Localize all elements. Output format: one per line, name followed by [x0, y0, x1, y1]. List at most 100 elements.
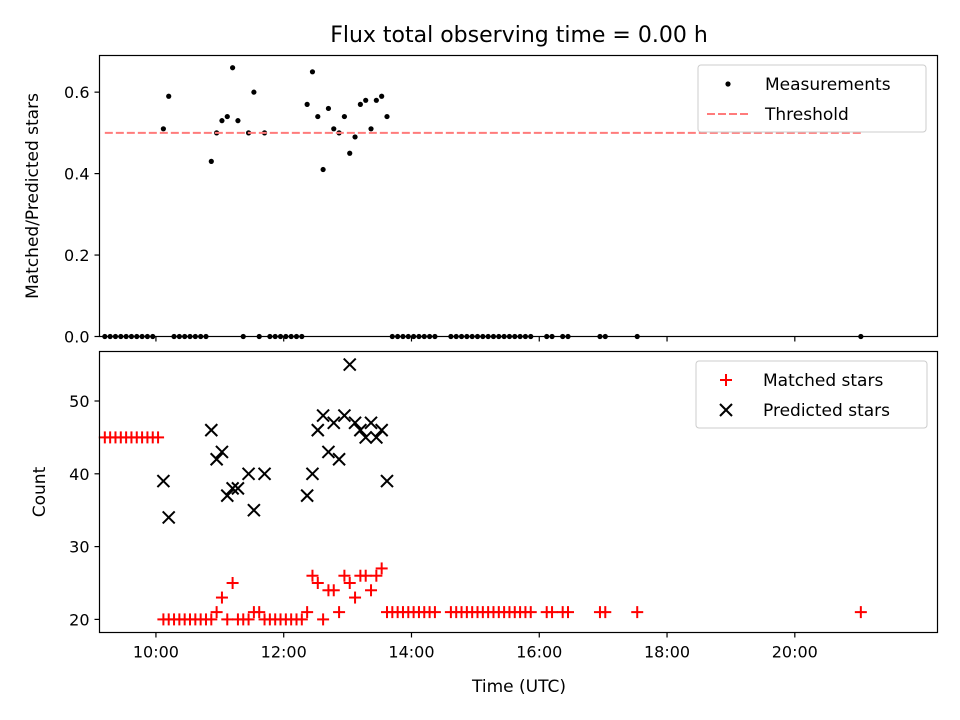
- predicted-star-point: [364, 416, 378, 430]
- top-ytick-label: 0.4: [64, 165, 89, 184]
- measurement-point: [230, 65, 236, 71]
- matched-star-point: [306, 569, 319, 582]
- matched-star-point: [546, 606, 559, 619]
- predicted-star-point: [209, 452, 224, 466]
- matched-star-point: [524, 606, 537, 619]
- measurement-point: [160, 126, 166, 132]
- matched-star-point: [215, 591, 228, 604]
- measurements-legend-marker: [725, 81, 731, 87]
- matched-star-point: [301, 606, 314, 619]
- bottom-ylabel: Count: [30, 466, 50, 517]
- predicted-star-point: [241, 467, 256, 481]
- matched-star-point: [349, 591, 362, 604]
- bottom-legend: Matched stars Predicted stars: [695, 360, 928, 429]
- predicted-star-point: [305, 467, 320, 481]
- predicted-star-point: [247, 503, 261, 517]
- predicted-star-point: [374, 423, 389, 437]
- xtick-label: 18:00: [644, 643, 690, 662]
- predicted-star-point: [380, 474, 394, 488]
- measurement-point: [379, 93, 385, 99]
- matched-star-point: [311, 576, 324, 589]
- measurement-point: [373, 97, 379, 103]
- matched-star-point: [327, 584, 340, 597]
- predicted-star-point: [220, 488, 234, 503]
- matched-star-point: [428, 606, 441, 619]
- matched-star-point: [317, 613, 330, 626]
- matched-legend-label: Matched stars: [763, 371, 883, 391]
- figure-title: Flux total observing time = 0.00 h: [330, 23, 708, 48]
- top-ytick-label: 0.2: [64, 246, 89, 265]
- measurement-point: [347, 150, 353, 156]
- measurement-point: [251, 89, 257, 95]
- measurement-point: [208, 158, 214, 164]
- measurement-point: [315, 113, 321, 120]
- measurement-point: [304, 101, 310, 107]
- xtick-label: 16:00: [516, 643, 562, 662]
- measurement-point: [331, 126, 337, 132]
- xtick-label: 10:00: [133, 643, 179, 662]
- predicted-star-point: [156, 474, 171, 488]
- top-axes-frame: [98, 54, 939, 338]
- measurements-legend-label: Measurements: [765, 75, 891, 95]
- predicted-star-point: [162, 510, 176, 525]
- measurement-point: [224, 113, 230, 120]
- bottom-ytick-label: 30: [69, 538, 89, 557]
- predicted-star-point: [231, 481, 245, 496]
- measurement-point: [384, 113, 390, 120]
- matched-legend-marker: [720, 374, 732, 386]
- bottom-legend-box: [695, 360, 928, 429]
- predicted-star-point: [300, 488, 314, 503]
- matched-star-point: [375, 562, 388, 575]
- measurement-point: [363, 97, 369, 103]
- top-ticks: 0.0 0.2 0.4 0.6: [64, 83, 796, 347]
- matched-star-point: [333, 606, 346, 619]
- matched-star-point: [226, 576, 239, 589]
- xtick-label: 12:00: [261, 643, 307, 662]
- predicted-star-point: [327, 416, 341, 430]
- matched-star-point: [221, 613, 234, 626]
- top-marks: [102, 65, 864, 340]
- matched-star-point: [599, 606, 612, 619]
- predicted-star-point: [311, 423, 325, 437]
- bottom-ytick-label: 20: [69, 610, 89, 629]
- measurement-point: [219, 118, 225, 124]
- predicted-star-point: [204, 423, 219, 437]
- predicted-star-point: [358, 430, 373, 445]
- predicted-star-point: [337, 408, 352, 423]
- matched-star-point: [854, 606, 867, 619]
- matched-star-point: [253, 606, 266, 619]
- bottom-ticks: 10:00 12:00 14:00 16:00 18:00 20:00 20 30 40 50: [69, 392, 818, 661]
- predicted-star-point: [343, 357, 357, 372]
- top-panel: 0.0 0.2 0.4 0.6 Matched/Predicted stars Mea…: [23, 54, 939, 347]
- bottom-panel: 10:00 12:00 14:00 16:00 18:00 20:00 20 30 40 50 C…: [30, 350, 939, 662]
- top-ylabel: Matched/Predicted stars: [23, 93, 43, 299]
- bottom-marks: [98, 357, 867, 626]
- xtick-label: 14:00: [388, 643, 434, 662]
- measurement-point: [341, 113, 348, 120]
- measurement-point: [368, 126, 374, 132]
- predicted-star-point: [321, 445, 336, 459]
- predicted-star-point: [348, 416, 362, 430]
- matched-star-point: [631, 606, 644, 619]
- measurement-point: [166, 93, 172, 99]
- measurement-point: [352, 134, 358, 140]
- bottom-ytick-label: 40: [69, 465, 89, 484]
- predicted-star-point: [369, 430, 384, 445]
- matched-star-point: [338, 569, 351, 582]
- measurement-point: [309, 69, 316, 75]
- matched-star-point: [359, 569, 372, 582]
- measurement-point: [325, 105, 332, 112]
- predicted-legend-label: Predicted stars: [763, 401, 890, 421]
- predicted-star-point: [316, 408, 330, 423]
- matched-star-point: [210, 606, 223, 619]
- predicted-star-point: [332, 452, 346, 466]
- matched-star-point: [370, 569, 383, 582]
- predicted-legend-marker: [719, 403, 733, 417]
- predicted-star-point: [257, 467, 272, 481]
- bottom-axes-frame: [98, 350, 939, 634]
- measurement-point: [235, 118, 241, 124]
- top-legend: Measurements Threshold: [697, 64, 927, 133]
- matched-star-point: [295, 613, 308, 626]
- top-ytick-label: 0.0: [64, 328, 89, 347]
